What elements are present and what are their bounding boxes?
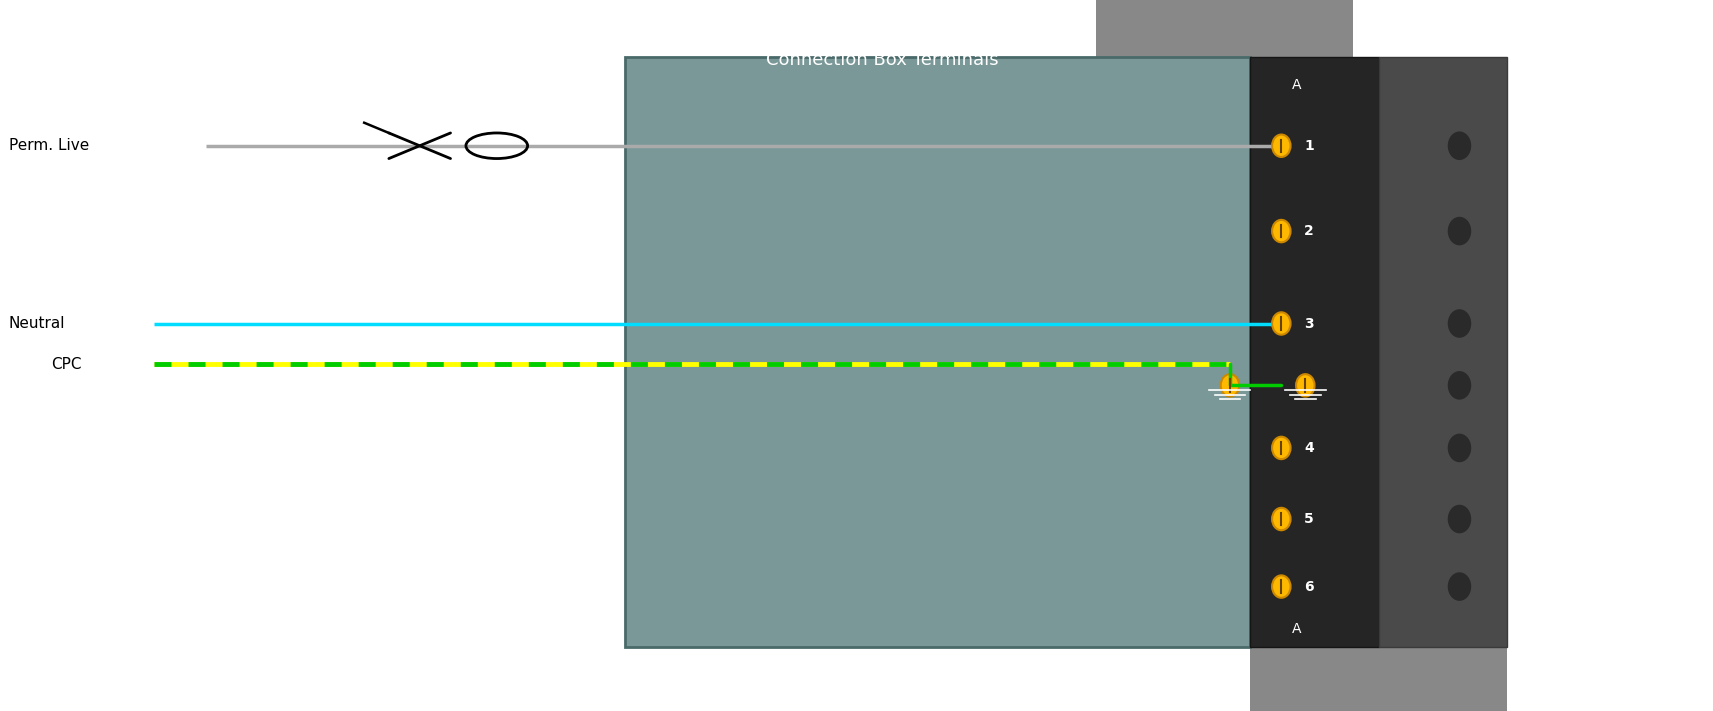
- Text: CPC: CPC: [51, 356, 82, 372]
- Ellipse shape: [1447, 503, 1471, 535]
- Ellipse shape: [1297, 374, 1314, 397]
- Text: 6: 6: [1304, 579, 1314, 594]
- FancyBboxPatch shape: [625, 57, 1250, 647]
- Ellipse shape: [1447, 308, 1471, 339]
- Ellipse shape: [1447, 130, 1471, 161]
- FancyBboxPatch shape: [1250, 57, 1379, 647]
- Text: A: A: [1292, 622, 1302, 636]
- Ellipse shape: [1221, 374, 1238, 397]
- Text: 5: 5: [1304, 512, 1314, 526]
- Ellipse shape: [1273, 220, 1290, 242]
- Ellipse shape: [1273, 312, 1290, 335]
- Ellipse shape: [1447, 571, 1471, 602]
- Ellipse shape: [1447, 432, 1471, 464]
- Ellipse shape: [1273, 575, 1290, 598]
- FancyBboxPatch shape: [1096, 0, 1353, 103]
- Ellipse shape: [1273, 134, 1290, 157]
- Text: Perm. Live: Perm. Live: [9, 138, 89, 154]
- Text: A: A: [1292, 78, 1302, 92]
- Text: Connection Box Terminals: Connection Box Terminals: [766, 51, 999, 70]
- Text: 1: 1: [1304, 139, 1314, 153]
- FancyBboxPatch shape: [1250, 629, 1507, 711]
- Text: Neutral: Neutral: [9, 316, 65, 331]
- Text: 2: 2: [1304, 224, 1314, 238]
- Text: 3: 3: [1304, 316, 1314, 331]
- Text: 4: 4: [1304, 441, 1314, 455]
- Ellipse shape: [1447, 370, 1471, 401]
- Ellipse shape: [1273, 508, 1290, 530]
- Ellipse shape: [1273, 437, 1290, 459]
- FancyBboxPatch shape: [1379, 57, 1507, 647]
- Ellipse shape: [1447, 215, 1471, 247]
